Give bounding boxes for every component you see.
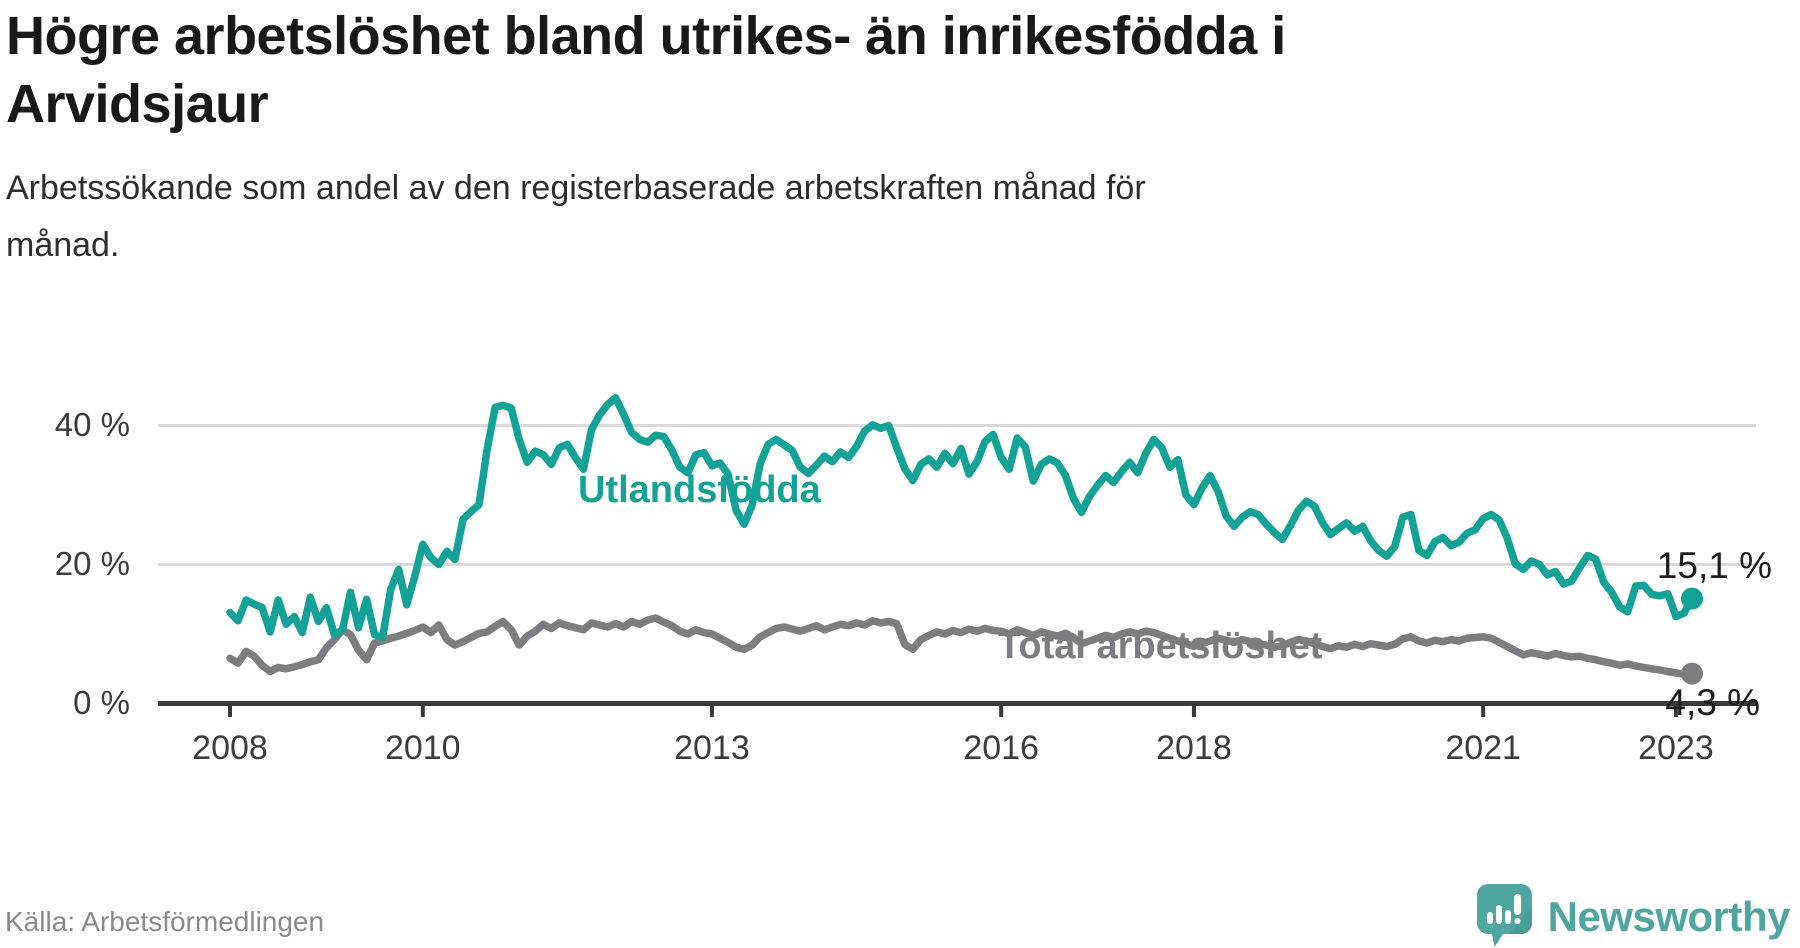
subtitle-line-2: månad. [6, 226, 120, 264]
series-line-utlandsfodda [226, 393, 1696, 642]
page-title: Högre arbetslöshet bland utrikes- än inr… [6, 2, 1286, 138]
end-value-label-total: 4,3 % [1665, 682, 1760, 723]
title-line-1: Högre arbetslöshet bland utrikes- än inr… [6, 6, 1286, 66]
x-axis-tick-label: 2021 [1445, 729, 1521, 767]
x-axis-tick-label: 2010 [384, 729, 461, 767]
x-axis-tick-label: 2008 [192, 729, 268, 767]
x-axis-tick-label: 2016 [963, 729, 1039, 767]
series-label-utlandsfodda: Utlandsfödda [578, 469, 821, 511]
end-value-label-utlandsfodda: 15,1 % [1656, 545, 1772, 586]
y-axis-tick-label: 20 % [54, 544, 130, 582]
x-axis-tick-marks [228, 703, 1678, 717]
x-axis-tick-label: 2013 [674, 729, 750, 767]
gridlines [158, 424, 1756, 566]
y-axis-tick-label: 0 % [73, 683, 130, 721]
newsworthy-logo-text: Newsworthy [1547, 893, 1791, 940]
series-line-total [226, 614, 1696, 679]
chart-subtitle: Arbetssökande som andel av den registerb… [6, 160, 1146, 274]
series-end-dot-total [1681, 662, 1703, 685]
y-axis-tick-label: 40 % [54, 405, 130, 443]
x-axis-tick-label: 2018 [1156, 729, 1232, 767]
series-label-total-arbetsloshet: Total arbetslöshet [998, 625, 1323, 667]
x-axis-tick-label: 2023 [1638, 729, 1714, 767]
source-note: Källa: Arbetsförmedlingen [5, 906, 325, 937]
title-line-2: Arvidsjaur [6, 74, 269, 134]
subtitle-line-1: Arbetssökande som andel av den registerb… [6, 169, 1146, 207]
series-end-dot-utlandsfodda [1681, 587, 1703, 610]
newsworthy-logo: Newsworthy [1476, 884, 1791, 948]
newsworthy-logo-icon [1476, 884, 1532, 947]
